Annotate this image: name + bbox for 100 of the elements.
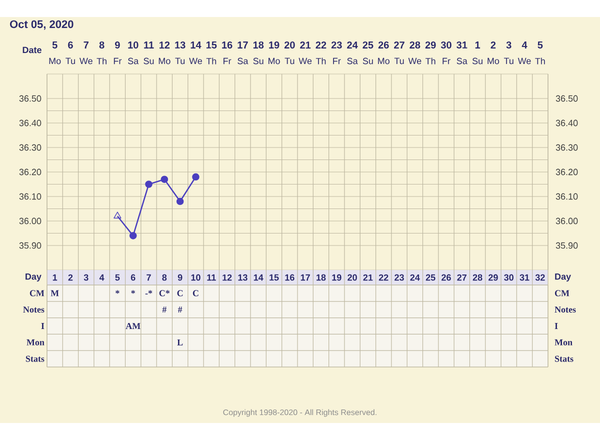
text: Tu xyxy=(66,58,75,64)
text: Fr xyxy=(224,58,232,64)
x-tick-label: 12 xyxy=(159,42,170,48)
x-tick-label: 19 xyxy=(332,274,342,281)
x-tick-label: 20 xyxy=(284,41,295,49)
y-tick-label: 36.30 xyxy=(19,144,42,151)
text: Sa xyxy=(456,58,468,64)
x-tick-label: 24 xyxy=(347,42,358,48)
y-tick-label: 36.10 xyxy=(19,193,42,200)
text: Th xyxy=(426,58,436,64)
x-tick-label: 28 xyxy=(472,274,482,281)
text: We xyxy=(408,58,422,64)
x-tick-label: 1 xyxy=(52,274,58,281)
text: Tu xyxy=(394,58,404,64)
x-tick-label: 16 xyxy=(285,274,294,281)
x-tick-label: 26 xyxy=(378,41,389,49)
x-tick-label: 3 xyxy=(84,274,88,281)
y2-tick-label: 36.20 xyxy=(556,168,578,176)
text: Tu xyxy=(504,58,514,64)
text: Fr xyxy=(442,58,450,64)
text: Mo xyxy=(268,58,280,64)
text: AM xyxy=(126,323,140,329)
x-tick-label: 6 xyxy=(130,274,136,281)
x-tick-label: 13 xyxy=(238,274,248,281)
x-tick-label: 10 xyxy=(128,41,138,49)
y-tick-label: Mon xyxy=(26,339,44,346)
x-tick-label: 9 xyxy=(115,41,120,49)
y-tick-label: CM xyxy=(30,290,44,296)
text: Mo xyxy=(49,58,61,64)
point xyxy=(145,180,152,188)
y2-tick-label: Mon xyxy=(554,339,572,346)
x-tick-label: 12 xyxy=(222,274,232,281)
x-axis-title: Date xyxy=(22,46,42,54)
x-tick-label: 15 xyxy=(270,274,279,281)
x-tick-label: 21 xyxy=(363,274,373,281)
text: Tu xyxy=(175,58,185,64)
point xyxy=(114,212,122,218)
x-tick-label: 6 xyxy=(68,41,73,49)
x-tick-label: 9 xyxy=(178,274,182,281)
y2-tick-label: Stats xyxy=(555,356,574,362)
y2-tick-label: CM xyxy=(554,290,570,296)
x-tick-label: 2 xyxy=(68,274,73,281)
text: We xyxy=(298,58,312,64)
y-tick-label: 36.50 xyxy=(19,95,42,102)
y-tick-label: 35.90 xyxy=(19,242,42,249)
y-tick-label: Notes xyxy=(23,306,44,313)
y2-tick-label: 36.50 xyxy=(556,95,578,102)
text: * xyxy=(131,290,135,294)
text: Fr xyxy=(333,58,341,64)
y2-tick-label: I xyxy=(554,323,558,329)
y-tick-label: I xyxy=(41,323,44,329)
text: Su xyxy=(472,58,482,64)
point xyxy=(192,173,200,181)
x-tick-label: 4 xyxy=(99,274,104,281)
text: M xyxy=(50,290,59,296)
x-tick-label: 25 xyxy=(426,274,436,281)
x-tick-label: 21 xyxy=(300,42,311,48)
y2-tick-label: 36.40 xyxy=(556,120,578,126)
y2-tick-label: 35.90 xyxy=(556,242,578,249)
y2-tick-label: 36.30 xyxy=(556,144,578,151)
text: We xyxy=(518,58,531,64)
point xyxy=(176,198,184,206)
text: -* xyxy=(145,290,152,294)
text: Sa xyxy=(238,58,248,64)
chart-title: Oct 05, 2020 xyxy=(10,20,74,30)
text: Tu xyxy=(284,58,294,64)
x-tick-label: 31 xyxy=(456,41,468,49)
text: Mo xyxy=(488,58,500,64)
x-tick-label: 19 xyxy=(269,41,280,49)
x-tick-label: 23 xyxy=(394,274,404,281)
x-tick-label: 28 xyxy=(410,41,420,49)
text: Fr xyxy=(114,58,122,64)
y2-tick-label: 36.10 xyxy=(556,193,578,200)
y2-tick-label: Notes xyxy=(554,306,576,313)
x-tick-label: 5 xyxy=(538,42,543,48)
x-tick-label: 8 xyxy=(162,274,167,281)
text: # xyxy=(178,306,182,313)
x-tick-label: 25 xyxy=(362,41,374,49)
text: C* xyxy=(159,290,170,296)
x-tick-label: 20 xyxy=(348,274,357,281)
text: Th xyxy=(206,58,216,64)
x-tick-label: 29 xyxy=(425,41,436,49)
x-tick-label: 2 xyxy=(490,42,496,48)
x-tick-label: 16 xyxy=(222,41,232,49)
text: Su xyxy=(144,58,154,64)
point xyxy=(129,232,137,240)
text: Sa xyxy=(128,58,139,64)
text: We xyxy=(80,58,92,64)
x-tick-label: 31 xyxy=(520,274,530,281)
x-tick-label: 15 xyxy=(206,42,217,48)
text: Sa xyxy=(347,58,358,64)
text: C xyxy=(177,290,183,296)
text: Th xyxy=(316,58,326,64)
x-tick-label: 30 xyxy=(504,274,514,281)
x-tick-label: 13 xyxy=(175,41,186,49)
x-tick-label: 32 xyxy=(535,274,545,281)
x-tick-label: 14 xyxy=(190,42,202,48)
x-tick-label: 27 xyxy=(394,42,404,48)
x-tick-label: 18 xyxy=(316,274,326,281)
text: C xyxy=(192,290,198,296)
